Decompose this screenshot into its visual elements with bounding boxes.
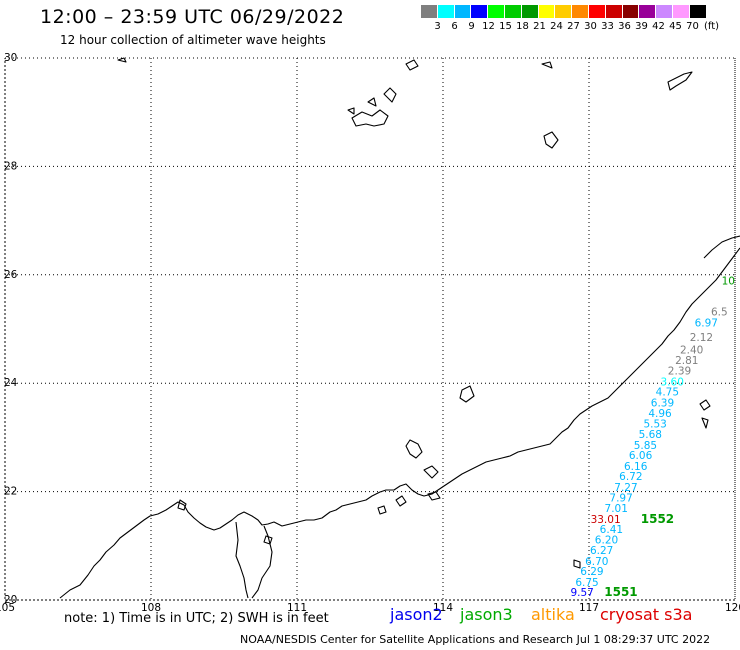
wave-height-value: 6.16 [624,461,648,473]
legend-swatch [421,5,438,18]
legend-label: 70 [686,21,699,32]
legend-label: 12 [482,21,495,32]
legend-label: 9 [468,21,475,32]
pass-time: 1551 [604,585,637,599]
wave-height-value: 2.39 [668,366,691,378]
satellite-jason3: jason3 [460,605,513,624]
wave-height-value: 6.97 [695,317,718,329]
wave-height-readings: 10 6.56.97 2.122.402.812.393.604.756.394.9… [570,276,735,600]
legend-swatch [555,5,573,18]
legend-swatch [454,5,472,18]
legend-swatch [437,5,455,18]
legend-swatch [538,5,556,18]
legend-label: 15 [499,21,512,32]
wave-height-value: 10 [722,276,735,288]
legend-label: 45 [669,21,682,32]
wave-height-value: 6.06 [629,450,653,462]
wave-height-value: 5.68 [639,429,662,441]
wave-height-value: 6.75 [575,577,598,589]
legend-label: 3 [434,21,441,32]
legend-labels: 3 6 9 12 15 18 21 24 27 30 33 36 39 42 4… [421,21,731,35]
lon-tick-label: 111 [287,602,307,614]
wave-height-value: 6.29 [580,566,603,578]
color-legend [421,5,707,18]
wave-height-value: 3.60 [661,376,684,388]
wave-height-value: 6.20 [595,535,618,547]
legend-unit: (ft) [704,21,720,32]
wave-height-value: 6.27 [590,545,613,557]
credit-line: NOAA/NESDIS Center for Satellite Applica… [240,633,711,646]
chart-subtitle: 12 hour collection of altimeter wave hei… [60,33,326,47]
wave-height-value: 2.12 [690,332,713,344]
legend-label: 18 [516,21,529,32]
lat-tick-label: 24 [4,377,18,389]
lon-tick-label: 114 [433,602,453,614]
pass-time-labels: 1552 1551 [604,512,674,599]
wave-height-value: 9.57 [570,587,593,599]
satellite-cryosat-s3a: cryosat s3a [600,605,693,624]
legend-swatch [639,5,657,18]
legend-label: 33 [601,21,614,32]
legend-swatch [689,5,707,18]
wave-height-value: 6.41 [600,524,623,536]
lat-lon-grid [4,57,736,601]
legend-label: 6 [451,21,458,32]
satellite-altika: altika [531,605,575,624]
wave-height-value: 6.5 [711,306,728,318]
wave-height-value: 6.72 [619,471,642,483]
wave-height-value: 6.70 [585,556,608,568]
pass-time: 1552 [641,512,674,526]
legend-swatch [622,5,640,18]
satellite-jason2: jason2 [390,605,443,624]
legend-swatch [656,5,673,18]
wave-height-value: 2.40 [680,344,703,356]
axis-tick-labels: 105 108 111 114 117 120 30 28 26 24 22 20 [0,52,740,614]
legend-label: 39 [635,21,648,32]
legend-swatch [504,5,522,18]
legend-swatch [488,5,505,18]
legend-swatch [588,5,606,18]
legend-swatch [572,5,589,18]
legend-label: 36 [618,21,631,32]
coastline [59,57,740,599]
legend-swatch [672,5,690,18]
wave-height-value: 7.97 [609,492,632,504]
lon-tick-label: 108 [141,602,161,614]
wave-height-value: 5.53 [643,419,666,431]
legend-swatch [471,5,489,18]
wave-height-value: 33.01 [591,514,621,526]
legend-label: 24 [550,21,563,32]
legend-swatch [521,5,539,18]
lat-tick-label: 28 [4,160,17,172]
lon-tick-label: 120 [725,602,740,614]
lat-tick-label: 26 [4,269,18,281]
wave-height-value: 5.85 [634,440,657,452]
footer-note: note: 1) Time is in UTC; 2) SWH is in fe… [64,611,329,626]
lat-tick-label: 30 [4,52,17,64]
wave-height-value: 7.27 [614,482,637,494]
map-frame [4,57,736,601]
wave-height-value: 4.96 [648,408,672,420]
lat-tick-label: 22 [4,486,17,498]
legend-label: 27 [567,21,580,32]
wave-height-value: 4.75 [656,387,679,399]
chart-title: 12:00 – 23:59 UTC 06/29/2022 [40,6,345,28]
wave-height-value: 6.39 [651,398,674,410]
legend-swatch [605,5,623,18]
legend-label: 21 [533,21,546,32]
wave-height-value: 7.01 [605,503,628,515]
lon-tick-label: 117 [579,602,599,614]
lon-tick-label: 105 [0,602,15,614]
legend-label: 30 [584,21,597,32]
lat-tick-label: 20 [4,594,17,606]
wave-height-value: 2.81 [675,355,698,367]
legend-label: 42 [652,21,665,32]
